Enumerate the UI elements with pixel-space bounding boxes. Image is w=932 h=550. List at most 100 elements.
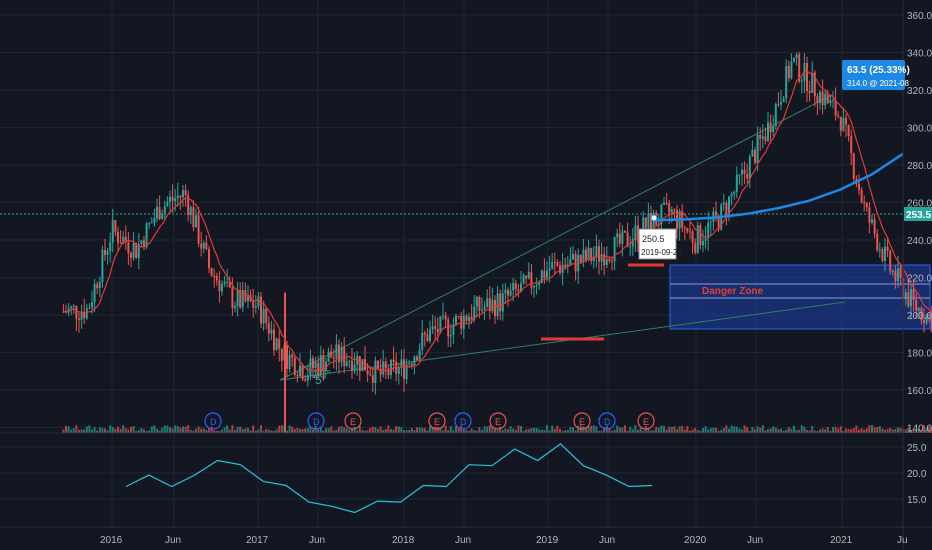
danger-zone-label: Danger Zone [702, 286, 764, 297]
volume-bar [299, 428, 301, 433]
volume-bar [793, 425, 795, 433]
candle-body [111, 220, 114, 243]
volume-bar [543, 429, 546, 433]
candle-body [345, 361, 348, 366]
price-tick-label: 360.0 [907, 11, 932, 22]
volume-bar [473, 430, 476, 433]
volume-bar [577, 425, 580, 433]
candle-body [842, 117, 845, 131]
event-marker-e[interactable]: E [637, 412, 655, 430]
candle-body [306, 375, 309, 381]
price-tick-label: 220.0 [907, 274, 932, 285]
candle-body [465, 315, 468, 322]
moving-average-line [63, 69, 932, 372]
candle-body [137, 243, 140, 258]
volume-bar [611, 430, 613, 433]
candle-body [226, 281, 229, 283]
indicator-axis[interactable]: 25.0 20.0 15.0 [907, 443, 927, 506]
candle-body [252, 301, 255, 308]
candle-body [96, 284, 99, 289]
candle-body [228, 281, 231, 288]
volume-bar [670, 427, 673, 433]
event-circle [489, 412, 507, 430]
price-tick-label: 140.0 [907, 424, 932, 435]
candle-body [444, 315, 447, 320]
danger-zone[interactable]: Danger Zone [669, 264, 931, 330]
event-marker-d[interactable]: D [598, 412, 616, 430]
candle-body [179, 195, 182, 198]
candle-body [533, 285, 535, 288]
indicator-tick-label: 20.0 [907, 469, 927, 480]
volume-bar [195, 428, 197, 433]
candle-body [236, 289, 239, 307]
time-axis[interactable]: 2016 Jun 2017 Jun 2018 Jun 2019 Jun 2020 Jun 2021 J… [100, 535, 908, 546]
volume-bar [585, 428, 587, 433]
candle-body [278, 338, 281, 349]
volume-bar [728, 428, 730, 433]
candle-body [491, 299, 494, 312]
volume-bar [317, 429, 320, 433]
candle-body [486, 298, 489, 307]
volume-bar [886, 428, 889, 433]
candle-body [686, 227, 689, 232]
volume-bar [174, 425, 177, 433]
event-marker-e[interactable]: E [344, 412, 362, 430]
candle-body [418, 349, 421, 361]
volume-bar [101, 428, 104, 433]
candle-body [439, 316, 442, 333]
volume-bar [613, 429, 616, 433]
event-marker-e[interactable]: E [489, 412, 507, 430]
volume-bar [296, 427, 299, 433]
volume-bar [618, 427, 621, 433]
volume-bar [743, 425, 746, 433]
candle-body [247, 294, 249, 302]
event-marker-d[interactable]: D [307, 412, 325, 430]
volume-bar [824, 429, 827, 433]
candle-body [288, 354, 291, 369]
event-marker-e[interactable]: E [573, 412, 591, 430]
candle-body [332, 357, 335, 359]
volume-bar [122, 425, 125, 433]
volume-bar [218, 430, 221, 433]
candle-body [384, 361, 387, 369]
support-marks[interactable] [541, 263, 664, 341]
event-marker-d[interactable]: D [204, 412, 222, 430]
candle-body [122, 237, 125, 244]
volume-bar [332, 430, 335, 433]
candle-body [553, 261, 556, 263]
candle-body [735, 174, 738, 192]
volume-bar [816, 430, 819, 433]
volume-bar [774, 427, 777, 433]
candle-body [140, 240, 143, 244]
volume-bar [286, 430, 288, 433]
forecast-line[interactable] [653, 152, 904, 222]
candle-body [379, 368, 382, 375]
candle-body [725, 202, 728, 215]
event-label: E [350, 417, 356, 427]
event-marker-e[interactable]: E [428, 412, 446, 430]
volume-bar [660, 425, 663, 433]
event-marker-d[interactable]: D [454, 412, 472, 430]
price-axis[interactable]: 360.0 340.0 320.0 300.0 280.0 260.0 240.0 220.0… [907, 11, 932, 435]
volume-bar [306, 427, 309, 433]
volume-bar [647, 428, 650, 433]
volume-bar [811, 425, 814, 433]
candle-body [436, 328, 439, 333]
candle-body [353, 364, 356, 371]
volume-bar [197, 426, 200, 433]
candle-body [540, 270, 543, 283]
candle-body [860, 189, 863, 203]
candle-body [426, 334, 429, 342]
volume-bar [582, 426, 585, 433]
forecast-badge[interactable]: 63.5 (25.33%) 314.0 @ 2021-08 [842, 60, 910, 90]
grid [0, 0, 904, 527]
volume-bar [106, 430, 109, 433]
forecast-target: 314.0 @ 2021-08 [847, 79, 909, 88]
volume-bar [725, 425, 728, 433]
candle-body [70, 306, 73, 309]
volume-bar [249, 430, 252, 433]
forecast-anchor-dot[interactable] [650, 214, 658, 222]
forecast-change: 63.5 (25.33%) [847, 65, 910, 76]
